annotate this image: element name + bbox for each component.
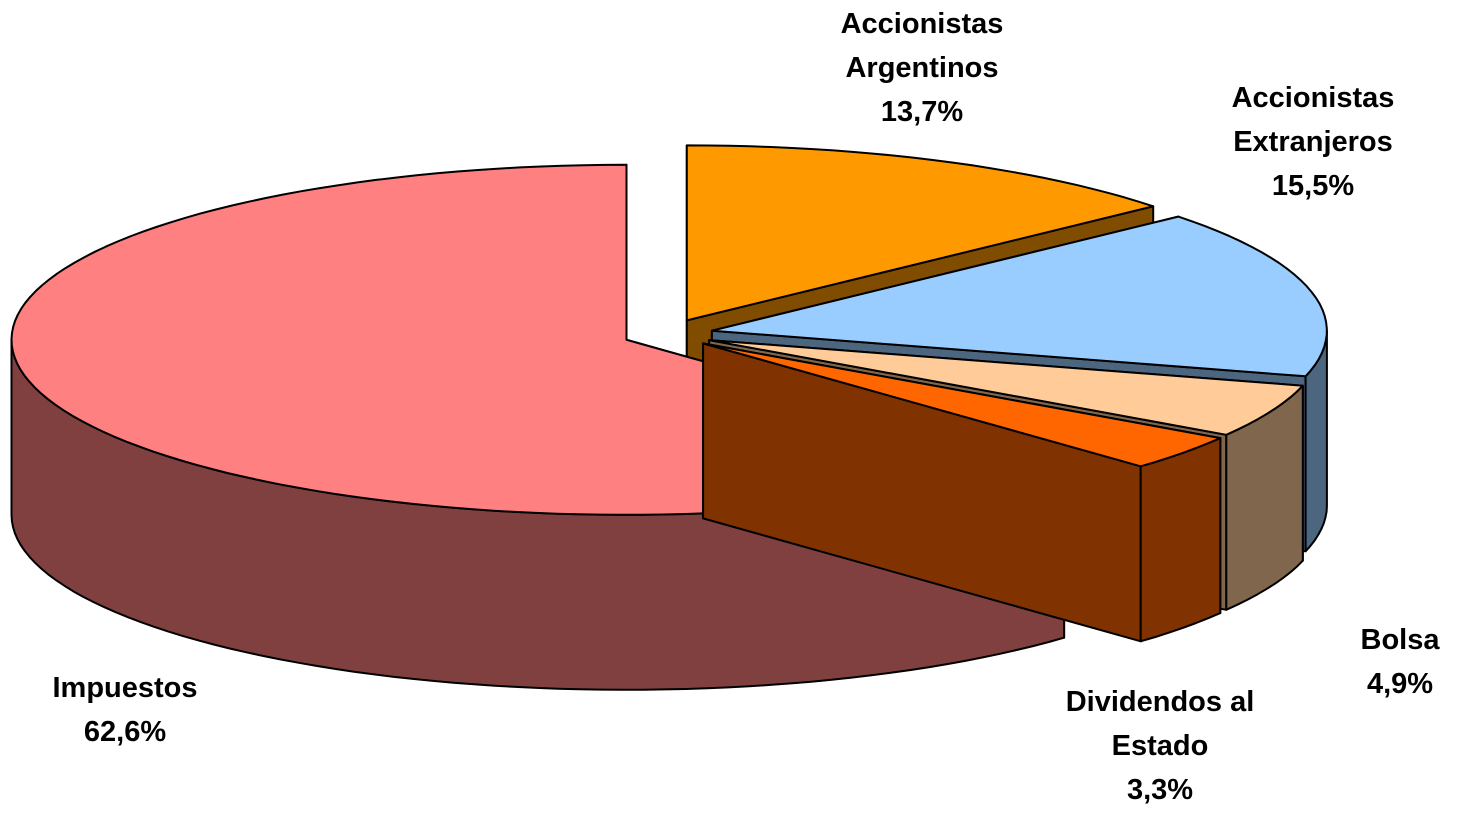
category-label: Bolsa [1360, 624, 1440, 656]
slice-label: Accionistas Extranjeros 15,5% [1183, 76, 1443, 208]
slice-label: Impuestos 62,6% [0, 666, 250, 754]
slice [708, 339, 1304, 436]
category-label: Accionistas Argentinos [840, 8, 1004, 84]
category-label: Impuestos [52, 672, 198, 704]
category-label: Accionistas Extranjeros [1231, 82, 1395, 158]
slice-wall [1139, 437, 1222, 643]
slice-label: Bolsa 4,9% [1325, 618, 1462, 706]
slice [702, 342, 1222, 468]
category-label: Dividendos al Estado [1065, 686, 1255, 762]
slice [685, 144, 1155, 322]
slice [710, 215, 1328, 378]
value-label: 15,5% [1271, 170, 1355, 202]
value-label: 4,9% [1366, 668, 1434, 700]
slice-label: Accionistas Argentinos 13,7% [792, 2, 1052, 134]
slice-label: Dividendos al Estado 3,3% [1030, 680, 1290, 812]
value-label: 62,6% [83, 716, 167, 748]
value-label: 13,7% [880, 96, 964, 128]
value-label: 3,3% [1126, 774, 1194, 806]
